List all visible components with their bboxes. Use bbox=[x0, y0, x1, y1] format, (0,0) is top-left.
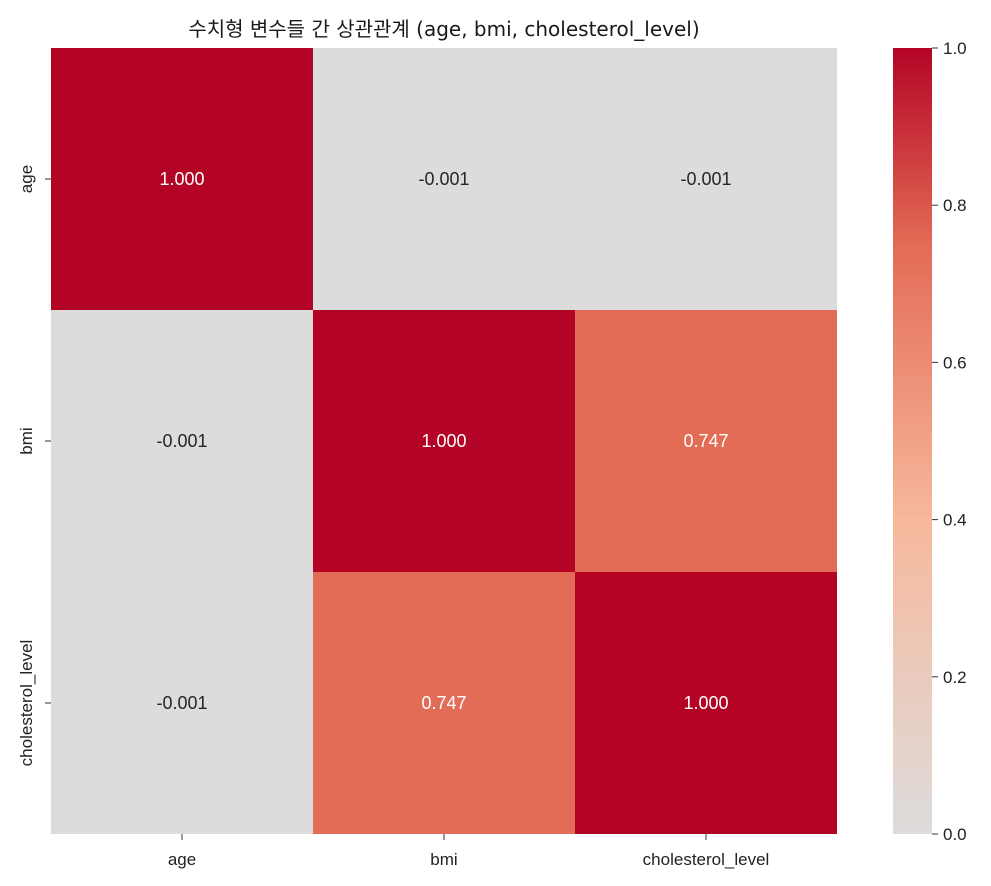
heatmap-cell-bmi-cholesterol_level bbox=[575, 310, 837, 572]
cell-value-label: 1.000 bbox=[421, 431, 466, 451]
y-tick-label: cholesterol_level bbox=[17, 640, 36, 767]
cell-value-label: 1.000 bbox=[159, 169, 204, 189]
colorbar-gradient bbox=[893, 48, 932, 834]
y-axis: age bmi cholesterol_level bbox=[17, 165, 51, 767]
heatmap-cell-cholesterol_level-cholesterol_level bbox=[575, 572, 837, 834]
x-axis: age bmi cholesterol_level bbox=[168, 834, 770, 869]
heatmap-cell-age-cholesterol_level bbox=[575, 48, 837, 310]
heatmap-cells: 1.000 -0.001 -0.001 -0.001 1.000 0.747 -0.001 0… bbox=[51, 48, 837, 834]
cell-value-label: 1.000 bbox=[683, 693, 728, 713]
colorbar-tick-label: 0.4 bbox=[943, 511, 967, 530]
colorbar-tick-label: 0.2 bbox=[943, 668, 967, 687]
colorbar-tick-label: 0.0 bbox=[943, 825, 967, 844]
heatmap-cell-age-age bbox=[51, 48, 313, 310]
x-tick-label: cholesterol_level bbox=[643, 850, 770, 869]
heatmap-cell-age-bmi bbox=[313, 48, 575, 310]
heatmap-cell-cholesterol_level-bmi bbox=[313, 572, 575, 834]
cell-value-label: -0.001 bbox=[418, 169, 469, 189]
cell-value-label: 0.747 bbox=[421, 693, 466, 713]
x-tick-label: bmi bbox=[430, 850, 457, 869]
heatmap-cell-bmi-bmi bbox=[313, 310, 575, 572]
cell-value-label: -0.001 bbox=[156, 431, 207, 451]
cell-value-label: -0.001 bbox=[680, 169, 731, 189]
y-tick-label: bmi bbox=[17, 427, 36, 454]
heatmap-cell-bmi-age bbox=[51, 310, 313, 572]
cell-value-label: -0.001 bbox=[156, 693, 207, 713]
y-tick-label: age bbox=[17, 165, 36, 193]
x-tick-label: age bbox=[168, 850, 196, 869]
cell-value-label: 0.747 bbox=[683, 431, 728, 451]
colorbar-tick-label: 0.6 bbox=[943, 353, 967, 372]
heatmap-cell-cholesterol_level-age bbox=[51, 572, 313, 834]
colorbar-tick-label: 0.8 bbox=[943, 196, 967, 215]
chart-title: 수치형 변수들 간 상관관계 (age, bmi, cholesterol_le… bbox=[188, 17, 699, 41]
colorbar: 0.0 0.2 0.4 0.6 0.8 1.0 bbox=[893, 39, 967, 844]
colorbar-tick-label: 1.0 bbox=[943, 39, 967, 58]
